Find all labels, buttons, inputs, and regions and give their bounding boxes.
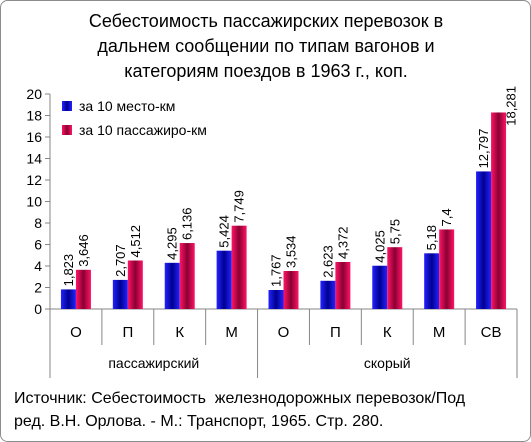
data-label-place-km: 5,424 xyxy=(217,215,232,248)
bar-place-km xyxy=(268,290,284,309)
bar-place-km xyxy=(476,171,492,309)
y-tick-label: 8 xyxy=(34,215,42,231)
bar-passenger-km xyxy=(179,243,195,309)
bar-place-km xyxy=(372,265,388,309)
legend-swatch-passenger-km xyxy=(62,125,72,135)
data-label-place-km: 4,295 xyxy=(165,227,180,260)
y-tick-label: 16 xyxy=(26,129,42,145)
bar-passenger-km xyxy=(231,225,247,309)
bar-place-km xyxy=(320,280,336,309)
bar-passenger-km xyxy=(491,112,507,309)
source-note-line-1: Источник: Себестоимость железнодорожных … xyxy=(14,390,466,407)
data-label-place-km: 1,767 xyxy=(269,254,284,287)
category-label: М xyxy=(433,324,446,341)
category-label: СВ xyxy=(481,324,502,341)
plot-area: 0 2 4 6 8 10 12 14 16 18 20 О П К М О П К М СВ пассажирский с… xyxy=(26,86,519,378)
y-tick-label: 2 xyxy=(34,280,42,296)
category-label: П xyxy=(330,324,341,341)
bar-place-km xyxy=(216,250,232,309)
chart-title-line-2: дальнем сообщении по типам вагонов и xyxy=(97,36,434,56)
bar-passenger-km xyxy=(75,269,91,309)
category-label: М xyxy=(225,324,238,341)
y-tick-label: 6 xyxy=(34,237,42,253)
source-note: Источник: Себестоимость железнодорожных … xyxy=(14,390,466,430)
y-tick-label: 20 xyxy=(26,86,42,102)
bar-place-km xyxy=(424,253,440,309)
bar-passenger-km xyxy=(335,262,351,309)
category-label: К xyxy=(383,324,392,341)
data-label-place-km: 4,025 xyxy=(372,230,387,263)
category-label: О xyxy=(70,324,82,341)
data-label-passenger-km: 4,372 xyxy=(335,226,350,259)
legend-label-place-km: за 10 место-км xyxy=(79,98,175,114)
bar-place-km xyxy=(60,289,76,309)
legend: за 10 место-км за 10 пассажиро-км xyxy=(62,98,207,138)
data-label-place-km: 2,707 xyxy=(113,244,128,277)
bar-passenger-km xyxy=(439,229,455,309)
chart-title-line-3: категориям поездов в 1963 г., коп. xyxy=(124,61,407,81)
data-label-place-km: 2,623 xyxy=(320,245,335,278)
y-tick-label: 4 xyxy=(34,258,42,274)
y-tick-label: 10 xyxy=(26,194,42,210)
legend-swatch-place-km xyxy=(62,101,72,111)
data-label-passenger-km: 6,136 xyxy=(180,207,195,240)
y-tick-label: 18 xyxy=(26,108,42,124)
data-label-place-km: 5,18 xyxy=(424,225,439,250)
group-label: пассажирский xyxy=(108,355,199,371)
data-label-place-km: 1,823 xyxy=(61,254,76,287)
data-label-passenger-km: 3,534 xyxy=(284,235,299,268)
category-label: О xyxy=(278,324,290,341)
data-label-passenger-km: 18,281 xyxy=(504,86,519,126)
y-tick-label: 14 xyxy=(26,151,42,167)
group-label: скорый xyxy=(364,355,411,371)
data-label-passenger-km: 3,646 xyxy=(76,234,91,267)
y-tick-label: 12 xyxy=(26,172,42,188)
data-label-passenger-km: 7,4 xyxy=(439,208,454,226)
category-label: К xyxy=(175,324,184,341)
legend-label-passenger-km: за 10 пассажиро-км xyxy=(79,122,207,138)
chart-title: Себестоимость пассажирских перевозок в д… xyxy=(89,11,443,81)
source-note-line-2: ред. В.Н. Орлова. - М.: Транспорт, 1965.… xyxy=(14,413,383,430)
data-label-place-km: 12,797 xyxy=(476,129,491,169)
bar-passenger-km xyxy=(387,247,403,309)
bar-passenger-km xyxy=(127,260,143,309)
bar-place-km xyxy=(164,262,180,309)
category-label: П xyxy=(122,324,133,341)
bar-passenger-km xyxy=(283,271,299,309)
data-label-passenger-km: 4,512 xyxy=(128,225,143,258)
bar-place-km xyxy=(112,279,128,309)
y-tick-label: 0 xyxy=(34,301,42,317)
chart-title-line-1: Себестоимость пассажирских перевозок в xyxy=(89,11,443,31)
data-label-passenger-km: 7,749 xyxy=(232,190,247,223)
data-label-passenger-km: 5,75 xyxy=(387,219,402,244)
